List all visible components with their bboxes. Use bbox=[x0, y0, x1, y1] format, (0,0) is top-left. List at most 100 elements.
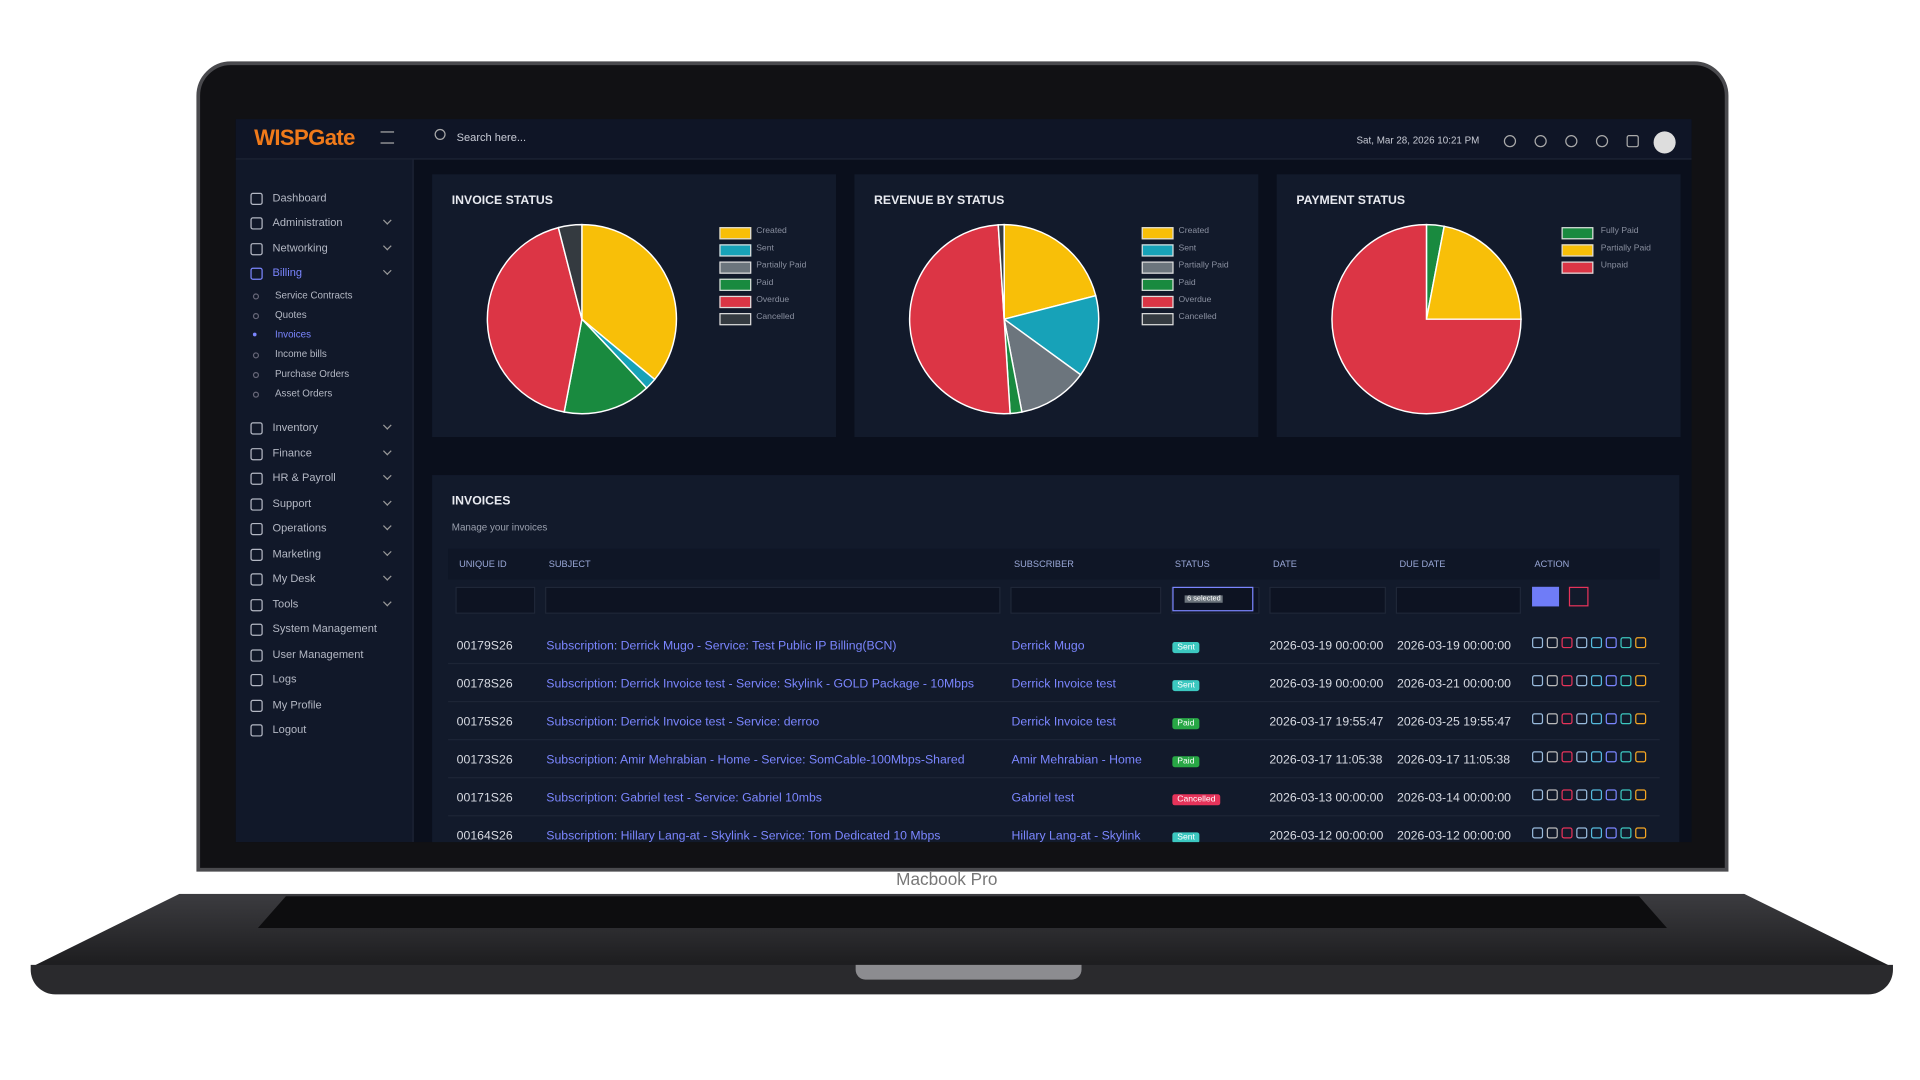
topbar-icon[interactable] bbox=[1626, 135, 1639, 148]
action-icon[interactable] bbox=[1576, 713, 1588, 725]
action-icon[interactable] bbox=[1546, 713, 1558, 725]
action-icon[interactable] bbox=[1590, 827, 1603, 839]
nav-item[interactable]: My Profile bbox=[272, 698, 322, 711]
action-icon[interactable] bbox=[1605, 789, 1617, 801]
nav-item[interactable]: Dashboard bbox=[272, 191, 327, 204]
column-header[interactable]: UNIQUE ID bbox=[459, 558, 507, 570]
column-header[interactable]: SUBSCRIBER bbox=[1013, 558, 1074, 570]
topbar-icon[interactable] bbox=[1503, 135, 1517, 148]
invoice-subscriber[interactable]: Hillary Lang-at - Skylink bbox=[1011, 829, 1141, 843]
action-icon[interactable] bbox=[1605, 751, 1617, 763]
nav-item[interactable]: Billing bbox=[272, 266, 303, 279]
filter-btn[interactable] bbox=[1532, 586, 1560, 607]
nav-item[interactable]: HR & Payroll bbox=[272, 471, 336, 484]
nav-item[interactable]: Administration bbox=[272, 216, 343, 229]
action-icon[interactable] bbox=[1576, 827, 1588, 839]
action-icon[interactable] bbox=[1546, 751, 1558, 763]
nav-subitem[interactable]: Service Contracts bbox=[274, 289, 353, 301]
nav-subitem[interactable]: Purchase Orders bbox=[274, 368, 350, 380]
action-icon[interactable] bbox=[1605, 637, 1617, 649]
action-icon[interactable] bbox=[1635, 713, 1647, 725]
nav-subitem[interactable]: Income bills bbox=[274, 348, 327, 360]
invoice-subject[interactable]: Subscription: Gabriel test - Service: Ga… bbox=[546, 791, 822, 806]
action-icon[interactable] bbox=[1590, 637, 1603, 649]
nav-subitem[interactable]: Invoices bbox=[274, 328, 312, 341]
action-icon[interactable] bbox=[1620, 675, 1632, 687]
nav-item[interactable]: Logs bbox=[272, 672, 297, 686]
nav-item[interactable]: Logout bbox=[272, 723, 307, 736]
action-icon[interactable] bbox=[1635, 751, 1647, 763]
action-icon[interactable] bbox=[1546, 827, 1558, 839]
action-icon[interactable] bbox=[1620, 713, 1632, 725]
nav-item[interactable]: User Management bbox=[272, 648, 364, 661]
avatar[interactable] bbox=[1653, 131, 1676, 154]
action-icon[interactable] bbox=[1605, 675, 1617, 687]
filter-input[interactable] bbox=[1395, 586, 1521, 614]
action-icon[interactable] bbox=[1546, 637, 1558, 649]
search-input[interactable]: Search here... bbox=[456, 131, 527, 144]
action-icon[interactable] bbox=[1620, 827, 1632, 839]
clear-btn[interactable] bbox=[1568, 586, 1589, 607]
action-icon[interactable] bbox=[1590, 675, 1603, 687]
invoice-subscriber[interactable]: Derrick Invoice test bbox=[1011, 715, 1116, 730]
column-header[interactable]: DATE bbox=[1273, 558, 1297, 570]
action-icon[interactable] bbox=[1590, 713, 1603, 725]
column-header[interactable]: STATUS bbox=[1174, 558, 1210, 570]
topbar-icon[interactable] bbox=[1595, 135, 1609, 148]
invoice-subscriber[interactable]: Amir Mehrabian - Home bbox=[1011, 753, 1142, 768]
column-header[interactable]: ACTION bbox=[1534, 558, 1570, 570]
invoice-subject[interactable]: Subscription: Hillary Lang-at - Skylink … bbox=[546, 829, 941, 843]
action-icon[interactable] bbox=[1576, 675, 1588, 687]
status-filter[interactable] bbox=[1172, 586, 1254, 612]
action-icon[interactable] bbox=[1532, 675, 1544, 687]
action-icon[interactable] bbox=[1620, 789, 1632, 801]
filter-input[interactable] bbox=[1010, 586, 1162, 614]
action-icon[interactable] bbox=[1561, 789, 1573, 801]
action-icon[interactable] bbox=[1561, 827, 1573, 839]
action-icon[interactable] bbox=[1532, 637, 1544, 649]
action-icon[interactable] bbox=[1561, 637, 1573, 649]
action-icon[interactable] bbox=[1620, 751, 1632, 763]
nav-item[interactable]: Tools bbox=[272, 597, 299, 611]
action-icon[interactable] bbox=[1620, 637, 1632, 649]
nav-item[interactable]: My Desk bbox=[272, 572, 316, 585]
action-icon[interactable] bbox=[1635, 637, 1647, 649]
action-icon[interactable] bbox=[1635, 827, 1647, 839]
action-icon[interactable] bbox=[1561, 713, 1573, 725]
nav-item[interactable]: Finance bbox=[272, 446, 312, 460]
invoice-subject[interactable]: Subscription: Derrick Invoice test - Ser… bbox=[546, 715, 820, 730]
invoice-subject[interactable]: Subscription: Amir Mehrabian - Home - Se… bbox=[546, 753, 965, 768]
action-icon[interactable] bbox=[1561, 751, 1573, 763]
nav-item[interactable]: Support bbox=[272, 497, 312, 510]
topbar-icon[interactable] bbox=[1565, 135, 1578, 148]
action-icon[interactable] bbox=[1635, 789, 1647, 801]
invoice-subscriber[interactable]: Derrick Invoice test bbox=[1011, 677, 1116, 692]
action-icon[interactable] bbox=[1532, 751, 1544, 763]
action-icon[interactable] bbox=[1532, 789, 1544, 801]
action-icon[interactable] bbox=[1576, 637, 1588, 649]
nav-item[interactable]: Operations bbox=[272, 521, 327, 535]
action-icon[interactable] bbox=[1605, 827, 1617, 839]
nav-item[interactable]: Networking bbox=[272, 241, 328, 255]
action-icon[interactable] bbox=[1532, 827, 1544, 839]
invoice-subject[interactable]: Subscription: Derrick Invoice test - Ser… bbox=[546, 677, 975, 692]
nav-item[interactable]: Inventory bbox=[272, 421, 318, 434]
topbar-icon[interactable] bbox=[1534, 135, 1547, 148]
filter-input[interactable] bbox=[1269, 586, 1386, 614]
action-icon[interactable] bbox=[1561, 675, 1573, 687]
column-header[interactable]: SUBJECT bbox=[548, 558, 591, 570]
action-icon[interactable] bbox=[1576, 789, 1588, 801]
filter-input[interactable] bbox=[545, 586, 1001, 614]
filter-input[interactable] bbox=[455, 586, 536, 614]
action-icon[interactable] bbox=[1576, 751, 1588, 763]
nav-subitem[interactable]: Quotes bbox=[274, 309, 307, 321]
action-icon[interactable] bbox=[1546, 675, 1558, 687]
menu-toggle[interactable] bbox=[380, 131, 395, 144]
invoice-subject[interactable]: Subscription: Derrick Mugo - Service: Te… bbox=[546, 639, 897, 654]
invoice-subscriber[interactable]: Gabriel test bbox=[1011, 791, 1075, 806]
action-icon[interactable] bbox=[1605, 713, 1617, 725]
action-icon[interactable] bbox=[1590, 751, 1603, 763]
column-header[interactable]: DUE DATE bbox=[1399, 558, 1446, 570]
invoice-subscriber[interactable]: Derrick Mugo bbox=[1011, 639, 1085, 654]
action-icon[interactable] bbox=[1590, 789, 1603, 801]
